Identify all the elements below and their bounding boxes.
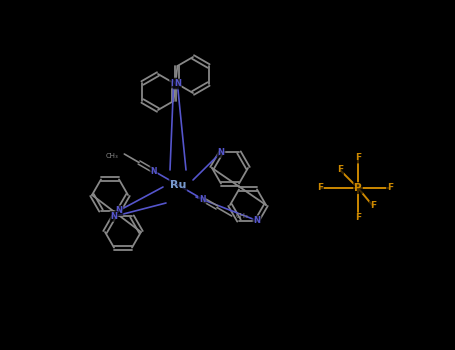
Text: F: F bbox=[355, 214, 361, 223]
Text: CH₃: CH₃ bbox=[236, 213, 248, 219]
Text: N: N bbox=[151, 167, 157, 175]
Text: F: F bbox=[317, 183, 323, 192]
Text: Ru: Ru bbox=[170, 180, 186, 190]
Text: F: F bbox=[370, 202, 376, 210]
Text: CH₃: CH₃ bbox=[106, 153, 118, 159]
Text: F: F bbox=[355, 154, 361, 162]
Text: N: N bbox=[217, 148, 224, 157]
Text: N: N bbox=[174, 79, 181, 89]
Text: N: N bbox=[199, 195, 206, 203]
Text: N: N bbox=[116, 206, 122, 215]
Text: F: F bbox=[387, 183, 393, 192]
Text: N: N bbox=[170, 78, 177, 88]
Text: N: N bbox=[111, 212, 117, 221]
Text: F: F bbox=[337, 166, 343, 175]
Text: N: N bbox=[253, 216, 261, 225]
Text: P: P bbox=[354, 183, 362, 193]
